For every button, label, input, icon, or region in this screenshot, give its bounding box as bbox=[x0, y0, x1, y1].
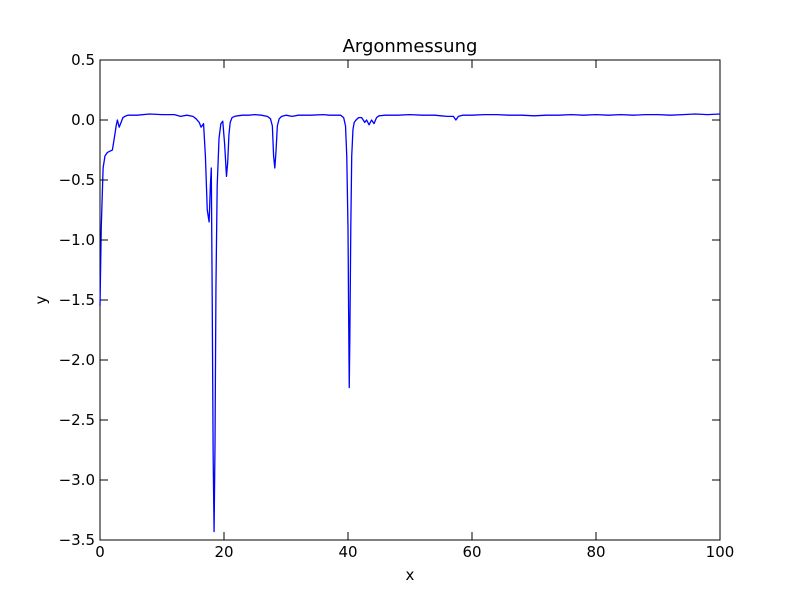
y-tick-label: 0.5 bbox=[71, 51, 95, 69]
plot-area: 0 20 40 60 80 100 0.5 0.0 −0.5 −1.0 −1.5 −2.0 −2.5 −… bbox=[59, 51, 735, 561]
y-tick-label: −3.5 bbox=[59, 531, 95, 549]
x-tick-label: 40 bbox=[338, 543, 357, 561]
series-line-0 bbox=[99, 113, 721, 533]
x-axis-ticks: 0 20 40 60 80 100 bbox=[95, 60, 734, 561]
x-axis-label: x bbox=[406, 566, 415, 584]
x-tick-label: 100 bbox=[706, 543, 735, 561]
x-tick-label: 60 bbox=[462, 543, 481, 561]
y-tick-label: 0.0 bbox=[71, 111, 95, 129]
y-tick-label: −1.5 bbox=[59, 291, 95, 309]
y-tick-label: −1.0 bbox=[59, 231, 95, 249]
y-tick-label: −2.5 bbox=[59, 411, 95, 429]
axes-frame bbox=[99, 59, 721, 541]
y-tick-label: −0.5 bbox=[59, 171, 95, 189]
series-layer bbox=[99, 113, 721, 533]
y-axis-label: y bbox=[32, 295, 50, 304]
y-tick-label: −3.0 bbox=[59, 471, 95, 489]
y-axis-ticks: 0.5 0.0 −0.5 −1.0 −1.5 −2.0 −2.5 −3.0 −3.5 bbox=[59, 51, 720, 549]
x-tick-label: 0 bbox=[95, 543, 105, 561]
x-tick-label: 80 bbox=[586, 543, 605, 561]
chart-title: Argonmessung bbox=[343, 36, 478, 57]
y-tick-label: −2.0 bbox=[59, 351, 95, 369]
x-tick-label: 20 bbox=[214, 543, 233, 561]
